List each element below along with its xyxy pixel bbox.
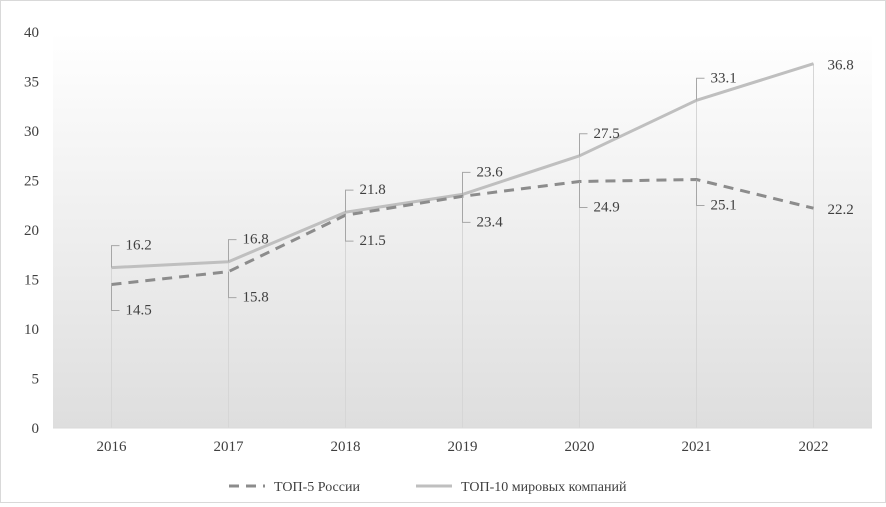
data-label-leader — [345, 215, 354, 242]
legend-label-2: ТОП-10 мировых компаний — [461, 480, 627, 495]
x-tick-label: 2018 — [331, 439, 361, 455]
data-label: 21.5 — [360, 233, 386, 249]
y-tick-label: 0 — [32, 421, 40, 437]
data-label: 23.4 — [477, 214, 504, 230]
data-label: 24.9 — [594, 199, 620, 215]
y-tick-label: 35 — [24, 75, 39, 91]
x-tick-label: 2019 — [448, 439, 478, 455]
data-label: 15.8 — [243, 290, 269, 306]
y-tick-label: 5 — [32, 372, 40, 388]
data-label: 25.1 — [711, 198, 737, 214]
data-label-leader — [111, 245, 120, 268]
data-label: 21.8 — [360, 182, 386, 198]
data-label: 27.5 — [594, 126, 620, 142]
y-tick-label: 15 — [24, 273, 39, 289]
x-tick-label: 2021 — [682, 439, 712, 455]
data-label: 16.2 — [126, 238, 152, 254]
data-label-leader — [228, 271, 237, 299]
data-label: 14.5 — [126, 302, 152, 318]
x-tick-label: 2022 — [799, 439, 829, 455]
y-tick-label: 40 — [24, 25, 39, 41]
data-label-leader — [579, 181, 588, 208]
data-label-leader — [462, 196, 471, 223]
data-label-leader — [345, 189, 354, 213]
data-label-leader — [228, 239, 237, 262]
y-tick-label: 20 — [24, 223, 39, 239]
legend-label-1: ТОП-5 России — [274, 480, 360, 495]
data-label: 36.8 — [828, 58, 854, 74]
data-label-leader — [462, 171, 471, 195]
data-label-leader — [579, 133, 588, 156]
data-label: 22.2 — [828, 202, 854, 218]
data-label-leader — [696, 77, 705, 101]
data-label: 23.6 — [477, 164, 504, 180]
y-tick-label: 30 — [24, 124, 39, 140]
data-label: 16.8 — [243, 232, 269, 248]
x-tick-label: 2020 — [565, 439, 595, 455]
data-label-leader — [696, 179, 705, 207]
x-tick-label: 2016 — [97, 439, 128, 455]
series-line-1 — [111, 178, 814, 286]
x-tick-label: 2017 — [214, 439, 245, 455]
legend: ТОП-5 России ТОП-10 мировых компаний — [229, 480, 627, 495]
data-label: 33.1 — [711, 70, 737, 86]
y-tick-label: 10 — [24, 322, 39, 338]
data-label-leader — [111, 284, 120, 311]
y-tick-label: 25 — [24, 174, 39, 190]
